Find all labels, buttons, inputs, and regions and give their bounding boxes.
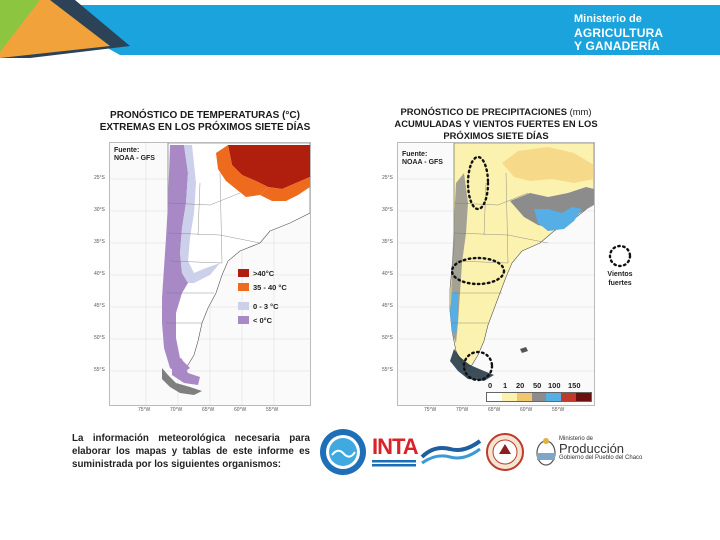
precip-lon-label: 60°W [520,407,533,413]
legend-label-gt40: >40°C [253,269,275,278]
scale-segment [576,393,592,401]
temperature-map-graphic [110,142,311,405]
legend-label-lt0: < 0°C [253,316,273,325]
temp-lon-label: 65°W [202,407,215,413]
precip-lat-label: 40°S [382,271,393,277]
precipitation-map-graphic [398,142,595,382]
apa-logo-graphic [420,439,482,465]
temp-lat-label: 25°S [94,175,105,181]
legend-label-35-40: 35 - 40 °C [253,283,287,292]
precipitation-map: Fuente: NOAA - GFS 25°S 30°S 35°S 40°S 4… [382,142,595,413]
precip-map-title: PRONÓSTICO DE PRECIPITACIONES (mm) ACUMU… [378,106,614,142]
ministry-logo: Ministerio de AGRICULTURA Y GANADERÍA [574,13,664,53]
scale-segment [546,393,562,401]
scale-bar [486,392,592,402]
precip-title-line1: PRONÓSTICO DE PRECIPITACIONES [400,106,568,117]
temp-lon-label: 55°W [266,407,279,413]
scale-segment [531,393,547,401]
wind-legend-label: Vientos fuertes [600,270,640,288]
precip-lon-label: 70°W [456,407,469,413]
scale-label: 150 [568,381,581,390]
wind-circle-icon [608,244,632,268]
scale-label: 0 [488,381,493,390]
precip-source-line1: Fuente: [402,151,428,158]
temp-lat-label: 50°S [94,335,105,341]
temp-source-line2: NOAA - GFS [114,155,155,162]
apa-logo [420,437,482,465]
temp-lat-label: 30°S [94,207,105,213]
temp-lat-label: 55°S [94,367,105,373]
scale-label: 100 [548,381,561,390]
temp-lon-label: 60°W [234,407,247,413]
precip-lat-label: 50°S [382,335,393,341]
precip-lat-label: 55°S [382,367,393,373]
inta-logo-graphic [372,460,416,467]
precip-lat-label: 35°S [382,239,393,245]
temp-title-line1: PRONÓSTICO DE TEMPERATURAS (°C) [110,110,300,121]
scale-label: 50 [533,381,542,390]
mesa-logo [485,430,525,474]
wind-label-line2: fuertes [608,280,632,287]
precip-lon-label: 75°W [424,407,437,413]
smn-logo-icon [320,429,366,475]
ministry-line3: Y GANADERÍA [574,39,660,53]
precip-title-units: (mm) [569,106,592,117]
mesa-logo-graphic [486,433,524,471]
precip-title-line3: PRÓXIMOS SIETE DÍAS [443,130,549,141]
inta-logo-text: INTA [372,434,419,459]
temp-lat-label: 35°S [94,239,105,245]
precip-lat-label: 30°S [382,207,393,213]
precip-source-line2: NOAA - GFS [402,159,443,166]
prod-line3: Gobierno del Pueblo del Chaco [559,455,643,461]
prod-line2: Producción [559,441,625,456]
coat-of-arms-icon [536,438,556,466]
legend-swatch-gt40 [238,269,249,277]
smn-logo [318,427,368,477]
wind-legend: Vientos fuertes [600,243,640,287]
legend-swatch-lt0 [238,316,249,324]
prod-line1: Ministerio de [559,436,594,442]
temp-lon-label: 75°W [138,407,151,413]
temp-lon-label: 70°W [170,407,183,413]
precip-color-scale: 0 1 20 50 100 150 [486,381,592,403]
ministry-line2: AGRICULTURA [574,26,664,40]
legend-swatch-0-3 [238,302,249,310]
precip-lon-label: 55°W [552,407,565,413]
temp-lat-label: 45°S [94,303,105,309]
header-graphic [0,0,720,68]
temp-map-title: PRONÓSTICO DE TEMPERATURAS (°C) EXTREMAS… [95,110,315,134]
scale-segment [501,393,517,401]
header-banner: Ministerio de AGRICULTURA Y GANADERÍA [0,0,720,68]
legend-label-0-3: 0 - 3 °C [253,302,279,311]
temp-lat-label: 40°S [94,271,105,277]
data-source-note: La información meteorológica necesaria p… [72,433,310,470]
temp-title-line2: EXTREMAS EN LOS PRÓXIMOS SIETE DÍAS [99,122,311,133]
precip-source: Fuente: NOAA - GFS [402,151,443,167]
ministry-line1: Ministerio de [574,13,642,25]
scale-segment [516,393,532,401]
temp-source: Fuente: NOAA - GFS [114,147,155,163]
precip-lon-label: 65°W [488,407,501,413]
produccion-logo: Ministerio de Producción Gobierno del Pu… [535,436,655,472]
produccion-logo-text: Ministerio de Producción Gobierno del Pu… [559,436,642,462]
scale-segment [487,393,502,401]
scale-label: 20 [516,381,525,390]
precip-lat-label: 45°S [382,303,393,309]
inta-logo: INTA [372,434,419,468]
temperature-map: Fuente: NOAA - GFS 25°S 30°S 35°S 40°S 4… [94,142,311,413]
scale-label: 1 [503,381,508,390]
wind-label-line1: Vientos [607,271,633,278]
temp-source-line1: Fuente: [114,147,140,154]
precip-lat-label: 25°S [382,175,393,181]
precip-title-line2: ACUMULADAS Y VIENTOS FUERTES EN LOS [394,118,598,129]
scale-segment [561,393,577,401]
temp-legend: >40°C 35 - 40 °C 0 - 3 °C < 0°C [238,269,308,329]
legend-swatch-35-40 [238,283,249,291]
